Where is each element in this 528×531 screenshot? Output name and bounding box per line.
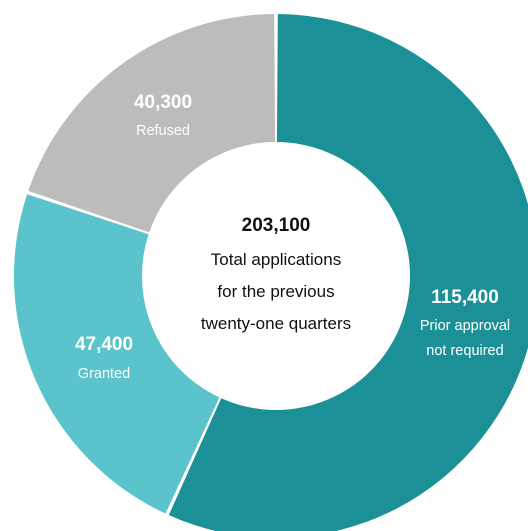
slice-value-label-granted: 47,400 <box>75 334 133 355</box>
slice-labels: 40,300 Refused 47,400 Granted 115,400 Pr… <box>75 92 510 382</box>
center-caption-line3: twenty-one quarters <box>201 314 351 333</box>
donut-center-hole <box>142 142 410 410</box>
center-caption-line1: Total applications <box>211 250 341 269</box>
center-summary: 203,100 Total applications for the previ… <box>201 215 351 333</box>
donut-slice-granted <box>13 194 226 514</box>
center-total-value: 203,100 <box>242 215 311 236</box>
slice-value-label-refused: 40,300 <box>134 92 192 113</box>
slice-value-label-prior: 115,400 <box>431 287 499 308</box>
slice-name-label-granted: Granted <box>78 366 130 382</box>
slice-name-label-refused: Refused <box>136 123 190 139</box>
slice-name-label-prior-line1: Prior approval <box>420 318 510 334</box>
slice-name-label-prior-line2: not required <box>426 343 503 359</box>
donut-slice-refused <box>28 14 276 237</box>
center-caption-line2: for the previous <box>217 282 334 301</box>
